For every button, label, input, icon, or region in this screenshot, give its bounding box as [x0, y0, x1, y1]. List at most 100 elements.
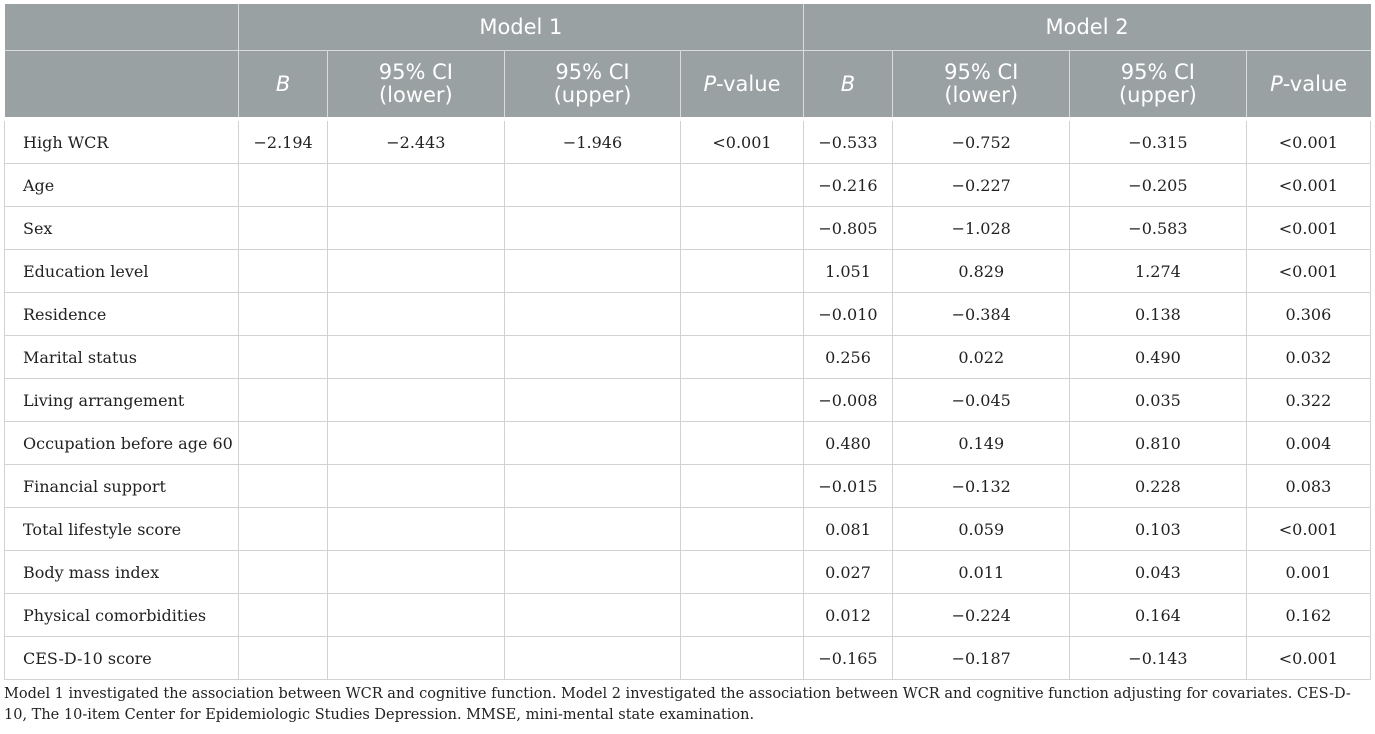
table-row: High WCR −2.194 −2.443 −1.946 <0.001 −0.533 −0…	[3, 117, 1372, 164]
m1-b-cell	[238, 163, 329, 207]
table-row: Residence −0.010 −0.384 0.138 0.306	[3, 292, 1372, 336]
table-row: Body mass index 0.027 0.011 0.043 0.001	[3, 550, 1372, 594]
m2-b-cell: 0.256	[802, 335, 894, 379]
m2-ci-upper-cell: −0.583	[1069, 206, 1247, 250]
m2-ci-lower-cell: −0.752	[892, 117, 1071, 164]
m2-p-value-cell: 0.306	[1245, 292, 1372, 336]
m2-p-value-cell: <0.001	[1245, 206, 1372, 250]
m2-ci-lower-cell: 0.829	[892, 249, 1071, 293]
m1-ci-lower-cell	[327, 206, 505, 250]
m1-ci-upper-cell	[503, 249, 682, 293]
m1-p-value-cell	[680, 421, 804, 465]
m1-ci-upper-cell	[503, 335, 682, 379]
m1-ci-upper-cell	[503, 507, 682, 551]
m2-p-value-cell: <0.001	[1245, 163, 1372, 207]
m1-b-cell	[238, 206, 329, 250]
row-label: Physical comorbidities	[3, 593, 240, 637]
m1-p-value-cell	[680, 335, 804, 379]
header-empty-cell	[4, 4, 240, 51]
table-row: Age −0.216 −0.227 −0.205 <0.001	[3, 163, 1372, 207]
table-row: CES-D-10 score −0.165 −0.187 −0.143 <0.001	[3, 636, 1372, 680]
m1-ci-upper-cell	[503, 464, 682, 508]
m1-ci-lower-cell	[327, 292, 505, 336]
row-label: Financial support	[3, 464, 240, 508]
m2-ci-upper-cell: −0.143	[1069, 636, 1247, 680]
m2-ci-lower-cell: −0.224	[892, 593, 1071, 637]
m1-b-cell: −2.194	[238, 117, 329, 164]
row-label: Sex	[3, 206, 240, 250]
m1-p-value-cell	[680, 163, 804, 207]
m1-ci-upper-cell	[503, 550, 682, 594]
m1-ci-upper-cell	[503, 636, 682, 680]
row-label: Marital status	[3, 335, 240, 379]
m2-b-cell: 0.081	[802, 507, 894, 551]
results-table-container: Model 1 Model 2 B 95% CI (lower) 95% CI (u…	[3, 4, 1372, 680]
table-footnote: Model 1 investigated the association bet…	[4, 686, 1351, 723]
m1-p-value-cell	[680, 593, 804, 637]
m2-ci-lower-cell: −0.187	[892, 636, 1071, 680]
m2-ci-upper-cell: 0.228	[1069, 464, 1247, 508]
m2-b-cell: −0.216	[802, 163, 894, 207]
m2-b-cell: 0.027	[802, 550, 894, 594]
m2-ci-upper-cell: −0.315	[1069, 117, 1247, 164]
m1-ci-upper-cell	[503, 421, 682, 465]
m2-ci-lower-cell: 0.022	[892, 335, 1071, 379]
m2-ci-lower-cell: 0.059	[892, 507, 1071, 551]
row-label: Body mass index	[3, 550, 240, 594]
m1-b-cell	[238, 507, 329, 551]
m2-ci-upper-cell: 0.035	[1069, 378, 1247, 422]
table-row: Total lifestyle score 0.081 0.059 0.103 <0.0…	[3, 507, 1372, 551]
row-label: Total lifestyle score	[3, 507, 240, 551]
m2-ci-upper-cell: 0.138	[1069, 292, 1247, 336]
m1-ci-lower-cell	[327, 636, 505, 680]
row-label: High WCR	[3, 117, 240, 164]
table-row: Occupation before age 60 0.480 0.149 0.810 0…	[3, 421, 1372, 465]
m1-ci-upper-cell	[503, 163, 682, 207]
m1-b-cell	[238, 593, 329, 637]
row-label: Education level	[3, 249, 240, 293]
m2-b-cell: −0.165	[802, 636, 894, 680]
m1-ci-lower-cell: −2.443	[327, 117, 505, 164]
m2-ci-lower-cell: −0.384	[892, 292, 1071, 336]
m1-ci-lower-cell	[327, 249, 505, 293]
m1-b-cell	[238, 335, 329, 379]
m2-ci-lower-cell: 0.149	[892, 421, 1071, 465]
m2-b-header: B	[802, 50, 894, 119]
m1-ci-upper-cell	[503, 292, 682, 336]
m1-p-value-cell	[680, 464, 804, 508]
m2-p-value-cell: <0.001	[1245, 249, 1372, 293]
m1-p-value-cell	[680, 206, 804, 250]
m2-b-cell: 0.480	[802, 421, 894, 465]
m1-ci-lower-cell	[327, 507, 505, 551]
m1-b-cell	[238, 249, 329, 293]
m1-p-value-cell	[680, 507, 804, 551]
m2-p-value-cell: <0.001	[1245, 117, 1372, 164]
m2-b-cell: −0.533	[802, 117, 894, 164]
m2-p-value-header: P-value	[1245, 50, 1371, 119]
m2-ci-upper-cell: −0.205	[1069, 163, 1247, 207]
table-row: Sex −0.805 −1.028 −0.583 <0.001	[3, 206, 1372, 250]
m1-b-cell	[238, 292, 329, 336]
m2-ci-upper-cell: 0.103	[1069, 507, 1247, 551]
row-label: Living arrangement	[3, 378, 240, 422]
regression-results-table: Model 1 Model 2 B 95% CI (lower) 95% CI (u…	[3, 4, 1372, 680]
m1-p-value-cell	[680, 550, 804, 594]
m1-ci-lower-cell	[327, 593, 505, 637]
m2-ci-upper-cell: 1.274	[1069, 249, 1247, 293]
m1-p-value-cell	[680, 378, 804, 422]
model1-header: Model 1	[238, 4, 804, 51]
m2-ci-upper-header: 95% CI (upper)	[1069, 50, 1247, 119]
m1-ci-upper-header: 95% CI (upper)	[503, 50, 682, 119]
m2-b-cell: −0.805	[802, 206, 894, 250]
m1-p-value-cell	[680, 249, 804, 293]
m2-b-cell: 1.051	[802, 249, 894, 293]
m2-ci-lower-cell: −0.227	[892, 163, 1071, 207]
m1-b-cell	[238, 421, 329, 465]
m1-p-value-header: P-value	[680, 50, 804, 119]
m2-b-cell: 0.012	[802, 593, 894, 637]
m2-p-value-cell: 0.083	[1245, 464, 1372, 508]
m2-p-value-cell: 0.322	[1245, 378, 1372, 422]
model2-header: Model 2	[802, 4, 1371, 51]
m1-b-cell	[238, 464, 329, 508]
m1-ci-lower-cell	[327, 163, 505, 207]
